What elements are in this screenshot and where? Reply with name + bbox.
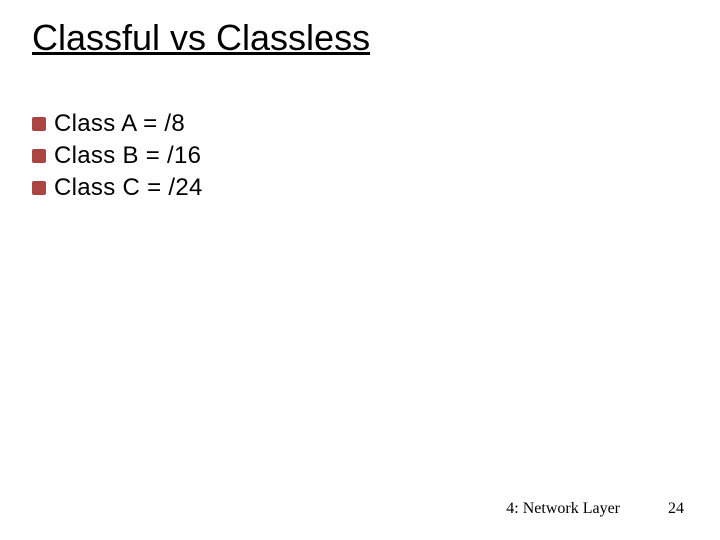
list-item: Class C = /24 [32, 174, 203, 202]
slide: Classful vs Classless Class A = /8 Class… [0, 0, 720, 540]
slide-title: Classful vs Classless [32, 18, 370, 58]
bullet-text: Class C = /24 [54, 174, 203, 202]
bullet-list: Class A = /8 Class B = /16 Class C = /24 [32, 110, 203, 206]
bullet-text: Class A = /8 [54, 110, 185, 138]
footer-label: 4: Network Layer [506, 500, 620, 518]
bullet-icon [32, 149, 46, 163]
slide-footer: 4: Network Layer 24 [506, 500, 684, 518]
bullet-icon [32, 181, 46, 195]
bullet-text: Class B = /16 [54, 142, 201, 170]
page-number: 24 [668, 500, 684, 518]
list-item: Class B = /16 [32, 142, 203, 170]
bullet-icon [32, 117, 46, 131]
list-item: Class A = /8 [32, 110, 203, 138]
